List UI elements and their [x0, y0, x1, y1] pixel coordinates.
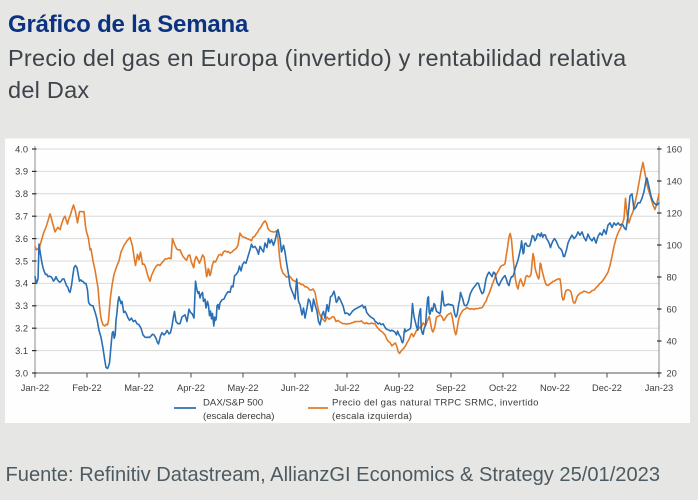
svg-text:Nov-22: Nov-22: [540, 383, 570, 393]
svg-text:3.5: 3.5: [15, 256, 28, 266]
svg-text:3.4: 3.4: [15, 279, 28, 289]
svg-text:140: 140: [667, 176, 683, 186]
svg-text:May-22: May-22: [227, 383, 258, 393]
svg-text:40: 40: [667, 336, 677, 346]
svg-text:Sep-22: Sep-22: [436, 383, 466, 393]
svg-text:Jan-23: Jan-23: [645, 383, 673, 393]
svg-text:(escala izquierda): (escala izquierda): [332, 411, 412, 422]
svg-text:Jun-22: Jun-22: [281, 383, 309, 393]
svg-text:3.9: 3.9: [15, 167, 28, 177]
svg-text:Jan-22: Jan-22: [21, 383, 49, 393]
svg-text:100: 100: [667, 240, 683, 250]
svg-text:Feb-22: Feb-22: [72, 383, 101, 393]
svg-text:3.8: 3.8: [15, 189, 28, 199]
svg-text:DAX/S&P 500: DAX/S&P 500: [203, 398, 263, 409]
svg-text:Aug-22: Aug-22: [384, 383, 414, 393]
svg-text:3.3: 3.3: [15, 301, 28, 311]
svg-text:3.6: 3.6: [15, 234, 28, 244]
svg-text:20: 20: [667, 368, 677, 378]
svg-text:80: 80: [667, 272, 677, 282]
svg-text:3.2: 3.2: [15, 324, 28, 334]
svg-text:Dec-22: Dec-22: [592, 383, 622, 393]
svg-text:Oct-22: Oct-22: [489, 383, 517, 393]
svg-text:3.1: 3.1: [15, 346, 28, 356]
svg-text:120: 120: [667, 208, 683, 218]
svg-text:160: 160: [667, 144, 683, 154]
svg-text:Apr-22: Apr-22: [177, 383, 205, 393]
svg-text:3.0: 3.0: [15, 368, 28, 378]
svg-text:Precio del gas natural TRPC SR: Precio del gas natural TRPC SRMC, invert…: [332, 398, 539, 409]
svg-text:3.7: 3.7: [15, 212, 28, 222]
svg-text:60: 60: [667, 304, 677, 314]
svg-text:Mar-22: Mar-22: [124, 383, 153, 393]
svg-text:4.0: 4.0: [15, 144, 28, 154]
svg-text:Jul-22: Jul-22: [334, 383, 359, 393]
svg-text:(escala derecha): (escala derecha): [203, 411, 274, 422]
